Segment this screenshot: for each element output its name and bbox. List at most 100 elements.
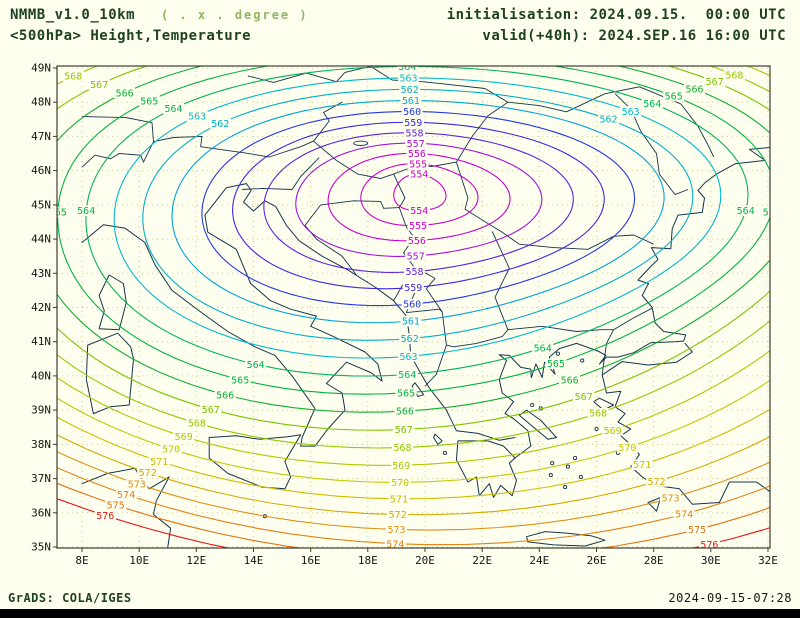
lon-label: 24E [529, 554, 549, 567]
contour-label: 569 [604, 426, 622, 437]
grid-lines [57, 66, 770, 548]
lat-label: 40N [31, 369, 51, 382]
contour-label: 560 [403, 300, 421, 311]
island-dot [565, 464, 570, 469]
contour-label: 565 [140, 96, 158, 107]
lat-label: 45N [31, 198, 51, 211]
lat-label: 43N [31, 267, 51, 280]
contour-label: 570 [618, 443, 636, 454]
coastlines [81, 140, 770, 548]
contour-label: 558 [405, 267, 423, 278]
lon-label: 26E [587, 554, 607, 567]
contour-label: 565 [231, 375, 249, 386]
contour-label: 571 [150, 457, 168, 468]
contour-line [232, 121, 605, 290]
island-dot [550, 461, 555, 466]
contour-label: 575 [688, 525, 706, 536]
contour-label: 566 [216, 390, 234, 401]
contour-line [171, 100, 665, 324]
border-path [81, 116, 314, 158]
contour-label: 564 [164, 104, 182, 115]
contour-label: 565 [763, 208, 781, 219]
coastline-path [243, 183, 516, 441]
coastline-path [601, 374, 770, 505]
contour-label: 565 [397, 388, 415, 399]
contour-label: 568 [64, 72, 82, 83]
contour-label: 554 [410, 170, 428, 181]
contour-line [57, 66, 770, 413]
lon-label: 12E [186, 554, 206, 567]
contour-label: 557 [407, 251, 425, 262]
field-title: <500hPa> Height,Temperature [10, 28, 252, 44]
contour-line [57, 408, 770, 500]
coastline-path [455, 440, 517, 498]
coastline-path [81, 183, 383, 447]
contour-label: 572 [389, 510, 407, 521]
contour-label: 559 [404, 283, 422, 294]
contour-label: 567 [395, 425, 413, 436]
island-dot [530, 402, 535, 408]
border-path [81, 141, 154, 168]
contour-labels: 5545545555555565565575575585585595595605… [49, 62, 781, 548]
contour-label: 571 [633, 460, 651, 471]
contour-line [327, 152, 511, 242]
coastline-path [518, 409, 557, 440]
contour-label: 567 [575, 392, 593, 403]
island-dot [573, 455, 578, 461]
contour-label: 565 [49, 208, 67, 219]
lat-label: 46N [31, 164, 51, 177]
contour-label: 556 [408, 149, 426, 160]
creation-timestamp: 2024-09-15-07:28 [668, 591, 792, 605]
contour-line [57, 66, 770, 449]
contour-label: 574 [675, 510, 693, 521]
border-path [491, 231, 510, 330]
contour-label: 576 [96, 511, 114, 522]
contour-label: 565 [547, 359, 565, 370]
coastline-path [526, 531, 606, 547]
lon-label: 16E [301, 554, 321, 567]
contour-line [57, 498, 770, 548]
contour-label: 567 [202, 405, 220, 416]
contour-line [142, 88, 694, 341]
contour-label: 562 [401, 85, 419, 96]
contour-label: 564 [398, 370, 416, 381]
contour-label: 566 [561, 375, 579, 386]
contour-line [57, 434, 770, 516]
lat-label: 42N [31, 301, 51, 314]
contour-label: 573 [387, 525, 405, 536]
contour-label: 563 [399, 352, 417, 363]
border-path [313, 140, 394, 179]
border-path [601, 329, 614, 375]
lat-label: 48N [31, 96, 51, 109]
lat-label: 41N [31, 335, 51, 348]
bottom-bar [0, 609, 800, 618]
contour-label: 564 [398, 62, 416, 73]
border-path [320, 200, 400, 209]
lon-label: 32E [758, 554, 778, 567]
contour-label: 563 [188, 112, 206, 123]
lake-balaton [353, 140, 369, 146]
contour-label: 563 [622, 107, 640, 118]
contour-label: 562 [211, 119, 229, 130]
lon-label: 8E [75, 554, 88, 567]
contour-label: 572 [139, 468, 157, 479]
contour-label: 569 [175, 432, 193, 443]
island-dot [548, 473, 553, 478]
border-path [507, 307, 653, 332]
contour-line [57, 66, 770, 431]
contour-label: 565 [665, 92, 683, 103]
contour-label: 562 [401, 334, 419, 345]
lon-label: 22E [472, 554, 492, 567]
contour-label: 566 [116, 88, 134, 99]
contour-label: 561 [402, 317, 420, 328]
island-dot [563, 485, 568, 490]
lon-label: 10E [129, 554, 149, 567]
border-path [304, 204, 357, 276]
grid-note: ( . x . degree ) [161, 8, 309, 22]
contour-label: 555 [409, 221, 427, 232]
coastline-path [81, 467, 172, 548]
contour-label: 566 [685, 84, 703, 95]
lon-label: 20E [415, 554, 435, 567]
